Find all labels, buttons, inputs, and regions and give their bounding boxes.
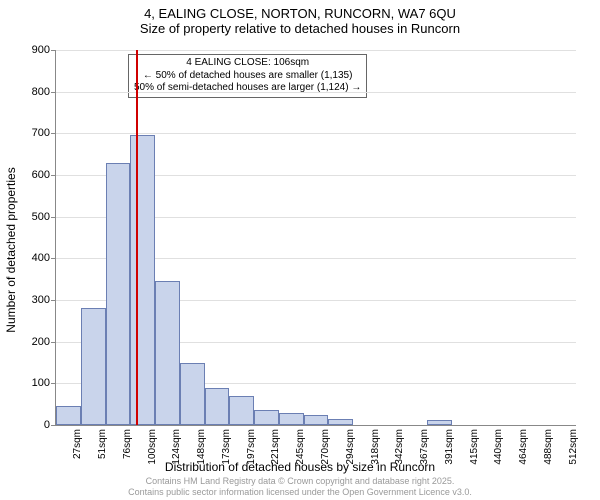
- footer-attribution: Contains HM Land Registry data © Crown c…: [0, 476, 600, 498]
- histogram-bar: [427, 420, 452, 425]
- histogram-bar: [279, 413, 304, 426]
- y-tick: [51, 92, 56, 93]
- x-tick-label: 27sqm: [72, 429, 83, 459]
- y-tick: [51, 383, 56, 384]
- y-tick-label: 700: [32, 127, 50, 139]
- chart-subtitle: Size of property relative to detached ho…: [0, 21, 600, 36]
- footer-line2: Contains public sector information licen…: [0, 487, 600, 498]
- y-tick: [51, 425, 56, 426]
- y-tick: [51, 258, 56, 259]
- x-tick-label: 76sqm: [122, 429, 133, 459]
- reference-line: [136, 50, 138, 425]
- y-tick-label: 100: [32, 377, 50, 389]
- y-tick-label: 900: [32, 44, 50, 56]
- y-tick-label: 200: [32, 336, 50, 348]
- y-tick-label: 0: [44, 419, 50, 431]
- histogram-bar: [130, 135, 155, 425]
- histogram-bar: [155, 281, 180, 425]
- y-axis-title: Number of detached properties: [4, 167, 18, 332]
- histogram-bar: [180, 363, 205, 426]
- chart-container: 4, EALING CLOSE, NORTON, RUNCORN, WA7 6Q…: [0, 0, 600, 500]
- histogram-bar: [56, 406, 81, 425]
- y-tick: [51, 133, 56, 134]
- histogram-bar: [229, 396, 254, 425]
- histogram-bar: [106, 163, 131, 426]
- y-tick-label: 400: [32, 252, 50, 264]
- gridline: [56, 92, 576, 93]
- histogram-bar: [304, 415, 329, 425]
- y-tick: [51, 175, 56, 176]
- x-tick-label: 51sqm: [97, 429, 108, 459]
- y-tick-label: 800: [32, 86, 50, 98]
- histogram-bar: [205, 388, 230, 426]
- y-tick-label: 300: [32, 294, 50, 306]
- histogram-bar: [81, 308, 106, 425]
- y-tick: [51, 217, 56, 218]
- chart-title: 4, EALING CLOSE, NORTON, RUNCORN, WA7 6Q…: [0, 0, 600, 21]
- plot-area: 4 EALING CLOSE: 106sqm ← 50% of detached…: [55, 50, 576, 426]
- gridline: [56, 133, 576, 134]
- gridline: [56, 50, 576, 51]
- y-tick: [51, 342, 56, 343]
- x-axis-title: Distribution of detached houses by size …: [0, 460, 600, 474]
- annotation-line2: ← 50% of detached houses are smaller (1,…: [134, 70, 361, 83]
- histogram-bar: [328, 419, 353, 425]
- annotation-line1: 4 EALING CLOSE: 106sqm: [134, 57, 361, 70]
- histogram-bar: [254, 410, 279, 425]
- y-tick-label: 500: [32, 211, 50, 223]
- y-tick: [51, 50, 56, 51]
- y-tick: [51, 300, 56, 301]
- y-tick-label: 600: [32, 169, 50, 181]
- footer-line1: Contains HM Land Registry data © Crown c…: [0, 476, 600, 487]
